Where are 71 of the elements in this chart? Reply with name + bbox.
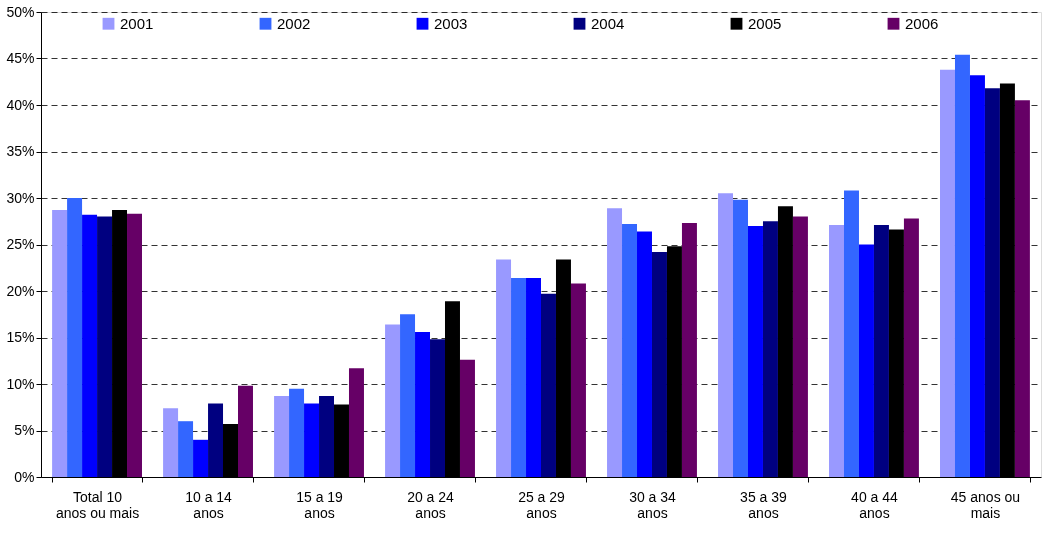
- bar: [238, 385, 253, 477]
- bar: [622, 224, 637, 477]
- bar: [873, 224, 889, 477]
- y-tick-label: 35%: [6, 143, 35, 159]
- bar: [430, 339, 445, 477]
- y-tick-label: 10%: [6, 375, 35, 392]
- bar: [319, 396, 335, 477]
- y-tick-label: 20%: [6, 282, 35, 299]
- legend-label: 2002: [277, 14, 311, 32]
- x-tick-label: 15 a 19 anos: [296, 488, 344, 521]
- bar: [858, 244, 874, 477]
- bar: [570, 283, 586, 477]
- x-tick-label: 30 a 34 anos: [629, 488, 677, 521]
- bar: [681, 223, 697, 477]
- x-tick-label: 35 a 39 anos: [740, 488, 788, 521]
- legend-label: 2003: [434, 14, 468, 32]
- bar: [415, 331, 431, 477]
- x-tick-label: 40 a 44 anos: [851, 488, 899, 521]
- bar: [733, 199, 748, 477]
- bar: [127, 213, 142, 477]
- bar: [52, 210, 68, 477]
- y-tick-label: 30%: [6, 189, 35, 206]
- y-tick-label: 45%: [6, 50, 35, 66]
- bar: [651, 251, 667, 477]
- bar: [97, 216, 113, 477]
- bar: [940, 69, 955, 477]
- bar: [511, 277, 527, 477]
- bar: [400, 314, 416, 477]
- x-tick-label: 25 a 29 anos: [518, 488, 566, 521]
- bar: [762, 221, 778, 477]
- bar: [903, 218, 919, 477]
- x-tick-label: Total 10 anos ou mais: [55, 488, 140, 521]
- bar: [954, 54, 970, 477]
- bar: [304, 403, 320, 477]
- bar: [718, 193, 734, 477]
- y-tick-label: 15%: [6, 329, 35, 345]
- bar: [747, 225, 763, 477]
- bar: [792, 216, 808, 477]
- legend-label: 2006: [905, 14, 939, 32]
- bar: [459, 359, 475, 477]
- bar: [969, 75, 985, 477]
- bar: [193, 439, 209, 477]
- y-tick-label: 25%: [6, 236, 35, 252]
- bar: [541, 293, 556, 477]
- bar: [496, 259, 512, 477]
- legend-label: 2001: [120, 14, 154, 32]
- x-tick-label: 20 a 24 anos: [407, 488, 455, 521]
- x-tick-label: 10 a 14 anos: [185, 488, 233, 521]
- bar: [348, 368, 364, 477]
- x-tick-label: 45 anos ou mais: [950, 488, 1021, 521]
- bar: [385, 324, 401, 477]
- bar: [208, 403, 224, 477]
- bar: [607, 208, 623, 477]
- legend-label: 2005: [748, 14, 782, 32]
- y-tick-label: 50%: [6, 3, 35, 20]
- y-tick-label: 5%: [14, 422, 35, 438]
- bar: [844, 190, 859, 477]
- bar: [637, 231, 652, 477]
- bar: [163, 408, 179, 477]
- y-tick-label: 0%: [14, 468, 35, 485]
- bar: [82, 214, 98, 477]
- bar: [178, 421, 194, 477]
- bar: [289, 388, 305, 477]
- bar: [274, 396, 290, 477]
- bar: [526, 277, 541, 477]
- y-tick-label: 40%: [6, 96, 35, 113]
- bar: [67, 198, 83, 477]
- bar: [829, 224, 844, 477]
- legend-label: 2004: [591, 14, 625, 32]
- bar: [1014, 100, 1030, 477]
- bar: [984, 88, 1000, 477]
